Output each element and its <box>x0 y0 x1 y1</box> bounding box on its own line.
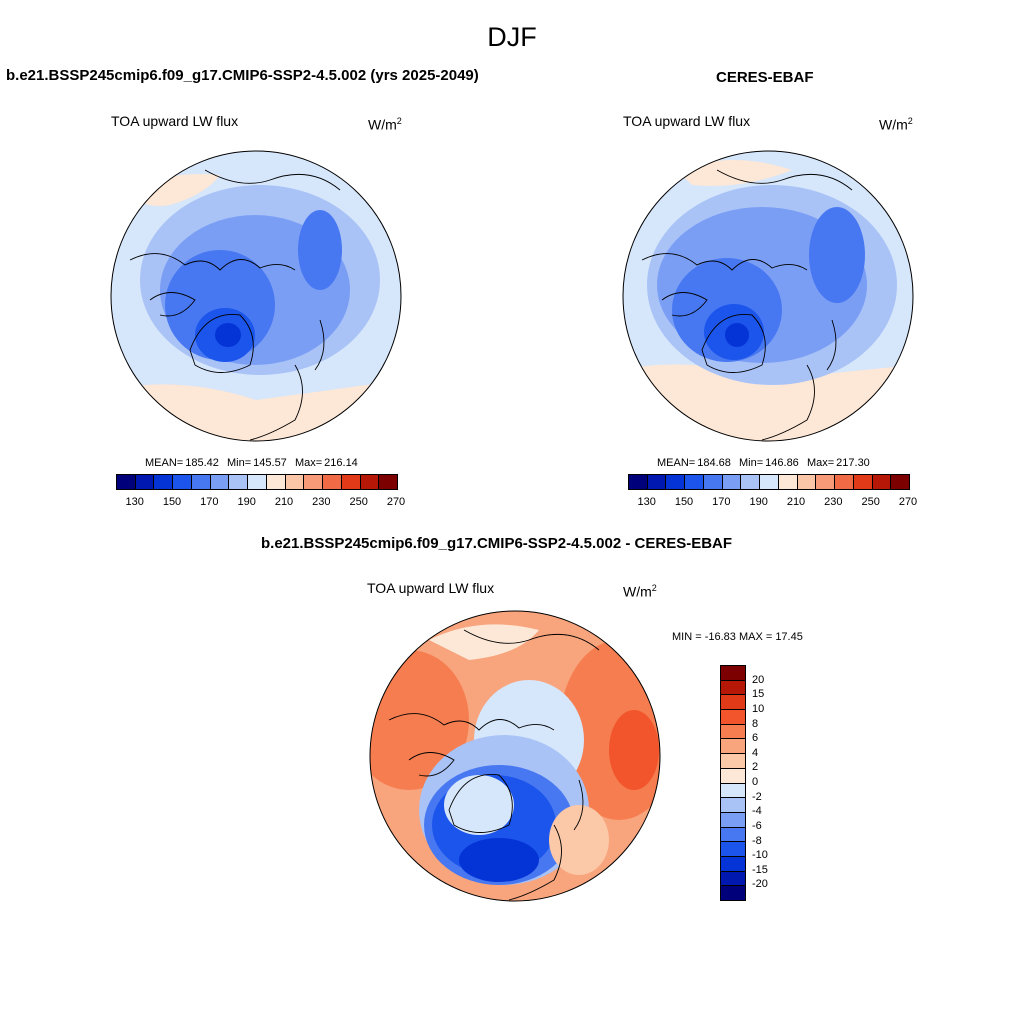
diff-colorbar-box <box>721 739 745 755</box>
model-stats: MEAN= 185.42 Min= 145.57 Max= 216.14 <box>145 457 358 469</box>
obs-colorbar-box <box>703 475 723 489</box>
diff-colorbar-tick-label: -2 <box>752 790 762 803</box>
obs-stats: MEAN= 184.68 Min= 146.86 Max= 217.30 <box>657 457 870 469</box>
diff-colorbar-tick-label: 6 <box>752 732 759 745</box>
diff-colorbar-box <box>721 680 745 696</box>
diff-colorbar-box <box>721 886 745 900</box>
model-colorbar-tick-label: 250 <box>349 496 368 508</box>
model-colorbar-ticks: 130 150 170 190 210 230 250 270 <box>116 496 405 510</box>
obs-colorbar-box <box>685 475 704 489</box>
model-panel-title: b.e21.BSSP245cmip6.f09_g17.CMIP6-SSP2-4.… <box>6 67 479 84</box>
model-colorbar-box <box>285 475 305 489</box>
diff-colorbar-tick-label: 4 <box>752 746 759 759</box>
model-variable-label: TOA upward LW flux <box>111 113 239 129</box>
model-colorbar-tick-label: 230 <box>312 496 331 508</box>
diff-minmax: MIN = -16.83 MAX = 17.45 <box>672 631 803 643</box>
diff-colorbar-tick-label: 0 <box>752 776 759 788</box>
diff-colorbar-box <box>721 666 745 681</box>
model-colorbar-tick-label: 210 <box>274 496 294 508</box>
diff-colorbar-tick-label: -6 <box>752 819 762 832</box>
obs-colorbar-box <box>835 475 854 489</box>
obs-unit-label: W/m2 <box>879 116 913 133</box>
model-colorbar-tick-label: 270 <box>386 496 406 508</box>
obs-colorbar-box <box>760 475 779 489</box>
model-colorbar-box <box>323 475 342 489</box>
diff-colorbar-tick-label: -15 <box>752 863 768 876</box>
obs-colorbar-box <box>778 475 798 489</box>
model-colorbar-tick-label: 150 <box>162 496 182 508</box>
diff-colorbar-box <box>721 798 745 813</box>
obs-colorbar-box <box>741 475 761 489</box>
obs-panel-title: CERES-EBAF <box>716 69 814 86</box>
obs-colorbar-tick-label: 170 <box>712 496 731 508</box>
diff-colorbar-box <box>721 812 745 828</box>
model-colorbar-box <box>191 475 211 489</box>
obs-colorbar-tick-label: 230 <box>824 496 843 508</box>
diff-panel-title: b.e21.BSSP245cmip6.f09_g17.CMIP6-SSP2-4.… <box>261 535 733 552</box>
diff-colorbar-tick-label: 2 <box>752 761 759 774</box>
diff-colorbar <box>720 665 746 901</box>
model-colorbar-box <box>266 475 286 489</box>
obs-colorbar-box <box>891 475 910 489</box>
model-colorbar-box <box>341 475 361 489</box>
diff-variable-label: TOA upward LW flux <box>367 580 495 596</box>
obs-colorbar-box <box>853 475 873 489</box>
diff-colorbar-box <box>721 842 745 857</box>
model-colorbar-box <box>135 475 155 489</box>
model-colorbar-box <box>248 475 267 489</box>
obs-colorbar-tick-label: 150 <box>674 496 694 508</box>
diff-colorbar-tick-label: 15 <box>752 688 765 701</box>
model-unit-label: W/m2 <box>368 116 402 133</box>
diff-unit-label: W/m2 <box>623 583 657 600</box>
model-colorbar-tick-label: 170 <box>200 496 219 508</box>
diff-polar-map <box>369 610 661 902</box>
model-colorbar-box <box>360 475 380 489</box>
diff-colorbar-box <box>721 754 745 769</box>
diff-colorbar-tick-label: 10 <box>752 702 765 715</box>
season-title: DJF <box>487 22 537 52</box>
diff-colorbar-tick-label: -20 <box>752 878 768 891</box>
obs-colorbar-ticks: 130 150 170 190 210 230 250 270 <box>628 496 917 510</box>
obs-polar-map <box>622 150 914 442</box>
model-polar-map <box>110 150 402 442</box>
obs-colorbar-box <box>816 475 836 489</box>
obs-colorbar-box <box>797 475 817 489</box>
model-colorbar-box <box>117 475 136 489</box>
obs-colorbar-tick-label: 250 <box>861 496 880 508</box>
diff-colorbar-box <box>721 783 745 799</box>
diff-colorbar-tick-label: 20 <box>752 673 765 686</box>
obs-colorbar-tick-label: 190 <box>749 496 768 508</box>
diff-colorbar-tick-label: 8 <box>752 717 759 730</box>
diff-colorbar-box <box>721 710 745 725</box>
diff-colorbar-ticks: 20 15 10 8 6 4 2 0 -2 -4 -6 -8 -10 -15 -20 <box>752 665 782 899</box>
model-colorbar-tick-label: 130 <box>125 496 144 508</box>
model-colorbar-box <box>229 475 249 489</box>
model-colorbar-box <box>173 475 192 489</box>
model-colorbar-box <box>379 475 398 489</box>
obs-colorbar-box <box>722 475 742 489</box>
model-colorbar-box <box>210 475 230 489</box>
diff-colorbar-tick-label: -4 <box>752 805 762 818</box>
diff-colorbar-box <box>721 856 745 872</box>
diff-colorbar-box <box>721 695 745 711</box>
obs-colorbar-box <box>872 475 892 489</box>
diff-colorbar-box <box>721 871 745 887</box>
obs-variable-label: TOA upward LW flux <box>623 113 751 129</box>
diff-colorbar-box <box>721 768 745 784</box>
obs-colorbar <box>628 474 910 490</box>
diff-colorbar-tick-label: -10 <box>752 849 768 862</box>
diff-colorbar-box <box>721 827 745 843</box>
model-colorbar-tick-label: 190 <box>237 496 256 508</box>
obs-colorbar-tick-label: 210 <box>786 496 806 508</box>
obs-colorbar-tick-label: 270 <box>898 496 918 508</box>
obs-colorbar-box <box>666 475 686 489</box>
model-colorbar-box <box>304 475 324 489</box>
obs-colorbar-box <box>647 475 667 489</box>
model-colorbar <box>116 474 398 490</box>
diff-colorbar-box <box>721 724 745 740</box>
obs-colorbar-box <box>629 475 648 489</box>
obs-colorbar-tick-label: 130 <box>637 496 656 508</box>
model-colorbar-box <box>154 475 174 489</box>
diff-colorbar-tick-label: -8 <box>752 834 762 847</box>
